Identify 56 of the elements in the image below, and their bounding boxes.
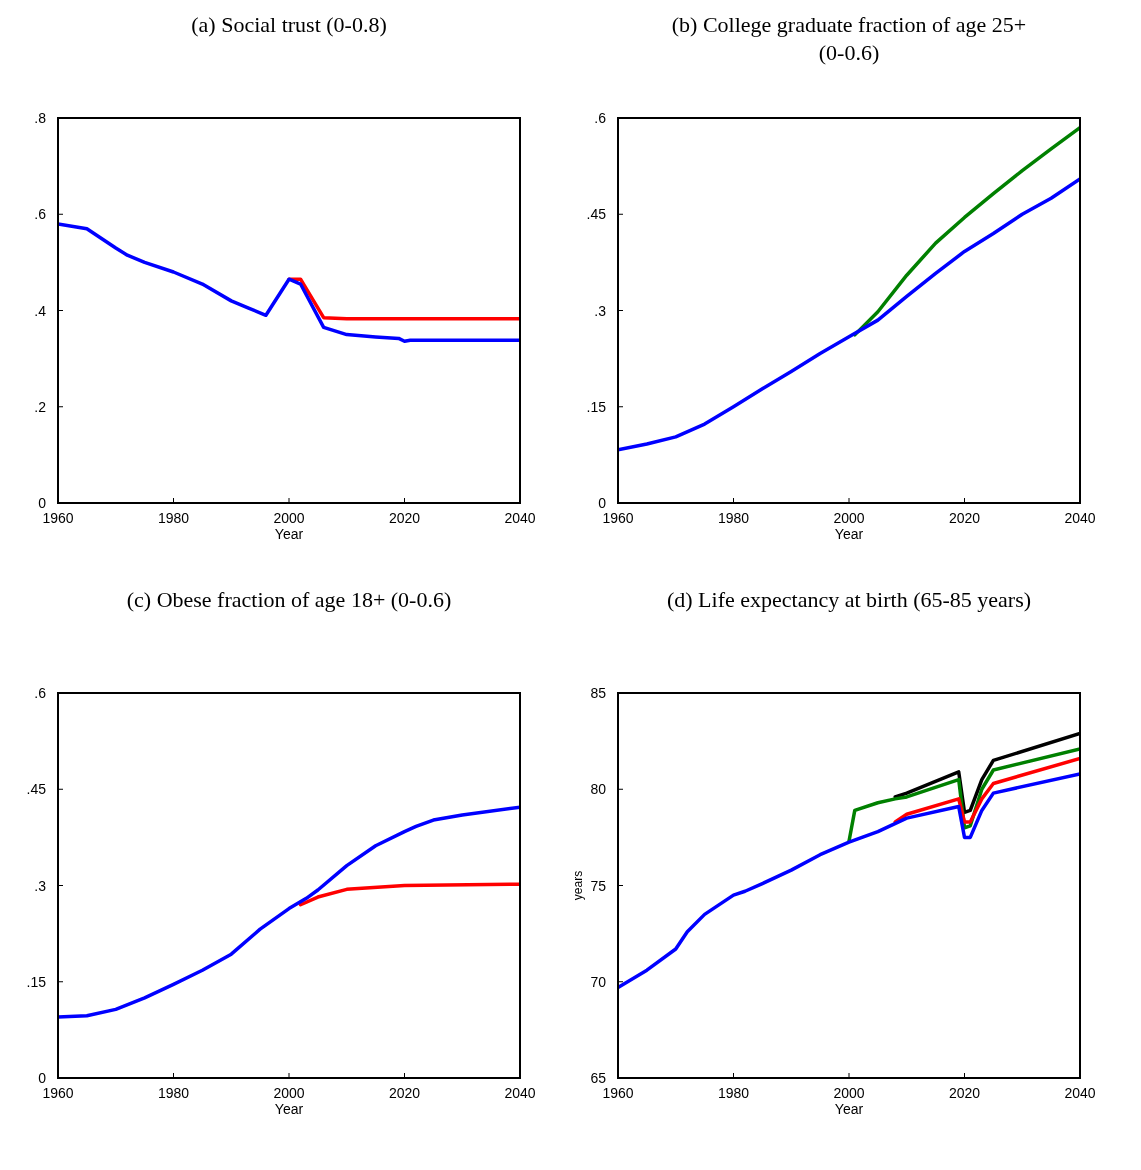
x-tick-label: 2000 bbox=[833, 510, 865, 526]
x-tick-label: 2020 bbox=[948, 1085, 981, 1101]
x-tick-label: 1960 bbox=[602, 1085, 634, 1101]
y-tick-label: 0 bbox=[598, 495, 607, 511]
y-tick-label: 0 bbox=[38, 495, 47, 511]
x-tick-label: 2040 bbox=[504, 510, 536, 526]
x-axis-title: Year bbox=[834, 1101, 864, 1117]
x-tick-label: 1960 bbox=[42, 510, 74, 526]
x-tick-label: 1980 bbox=[157, 1085, 190, 1101]
y-tick-label: .8 bbox=[34, 110, 47, 126]
y-tick-label: 65 bbox=[590, 1070, 607, 1086]
x-tick-label: 2000 bbox=[273, 510, 305, 526]
x-tick-label: 2040 bbox=[504, 1085, 536, 1101]
x-tick-label: 2040 bbox=[1064, 510, 1096, 526]
y-tick-label: .4 bbox=[34, 302, 47, 319]
x-tick-label: 1980 bbox=[157, 510, 190, 526]
x-tick-label: 1960 bbox=[602, 510, 634, 526]
x-tick-label: 2020 bbox=[388, 1085, 421, 1101]
x-axis-title: Year bbox=[274, 526, 304, 542]
x-tick-label: 2000 bbox=[273, 1085, 305, 1101]
line-series bbox=[618, 772, 1080, 990]
y-tick-label: 85 bbox=[590, 685, 607, 701]
x-tick-label: 2020 bbox=[388, 510, 421, 526]
y-tick-label: .3 bbox=[34, 877, 47, 894]
x-tick-label: 2020 bbox=[948, 510, 981, 526]
chart-title: (c) Obese fraction of age 18+ (0-0.6) bbox=[126, 587, 452, 612]
y-tick-label: .6 bbox=[34, 685, 47, 701]
chart-title: (a) Social trust (0-0.8) bbox=[191, 12, 387, 37]
line-series bbox=[58, 222, 520, 344]
x-tick-label: 1980 bbox=[717, 1085, 750, 1101]
chart-title: (d) Life expectancy at birth (65-85 years) bbox=[666, 587, 1032, 612]
chart-title: (b) College graduate fraction of age 25+ (0-0.6) bbox=[671, 12, 1027, 65]
y-tick-label: 75 bbox=[590, 877, 607, 894]
line-series bbox=[618, 177, 1080, 452]
y-tick-label: .15 bbox=[26, 973, 47, 990]
y-tick-label: .3 bbox=[594, 302, 607, 319]
y-tick-label: 70 bbox=[590, 973, 607, 990]
x-tick-label: 1980 bbox=[717, 510, 750, 526]
y-tick-label: .6 bbox=[34, 206, 47, 223]
x-tick-label: 2040 bbox=[1064, 1085, 1096, 1101]
y-tick-label: 0 bbox=[38, 1070, 47, 1086]
y-tick-label: 80 bbox=[590, 781, 607, 798]
y-axis-title: years bbox=[571, 870, 585, 901]
y-tick-label: .2 bbox=[34, 398, 47, 415]
y-tick-label: .6 bbox=[594, 110, 607, 126]
x-tick-label: 2000 bbox=[833, 1085, 865, 1101]
y-tick-label: .15 bbox=[586, 398, 607, 415]
y-tick-label: .45 bbox=[26, 781, 47, 798]
line-series bbox=[58, 805, 520, 1019]
line-series bbox=[893, 756, 1080, 824]
y-tick-label: .45 bbox=[586, 206, 607, 223]
line-series bbox=[853, 125, 1080, 337]
x-axis-title: Year bbox=[274, 1101, 304, 1117]
x-axis-title: Year bbox=[834, 526, 864, 542]
x-tick-label: 1960 bbox=[42, 1085, 74, 1101]
line-series bbox=[298, 882, 520, 907]
